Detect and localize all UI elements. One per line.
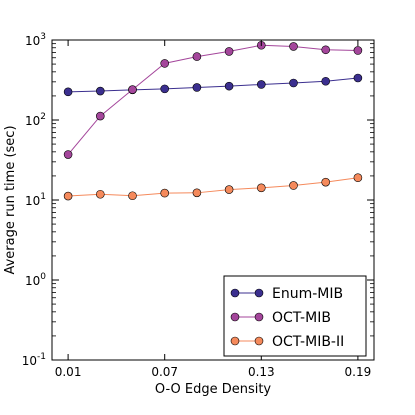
data-point [256, 80, 266, 89]
y-tick-label-base: 10 [25, 114, 40, 128]
x-tick-label: 0.01 [55, 365, 82, 379]
legend-label: OCT-MIB-II [272, 334, 344, 350]
y-axis-label: Average run time (sec) [3, 125, 18, 274]
y-tick-label-exponent: -1 [37, 352, 46, 362]
series-line-1 [67, 44, 358, 155]
y-tick-label: 10-1 [22, 352, 46, 368]
y-tick-label-exponent: 3 [40, 32, 46, 42]
legend-marker [254, 288, 264, 298]
data-point [63, 191, 73, 201]
legend-marker [230, 288, 240, 298]
series-layer [63, 40, 363, 201]
series-line-0 [68, 77, 358, 93]
data-point [128, 85, 137, 94]
data-point [160, 188, 169, 198]
legend: Enum-MIB OCT-MIB OCT-MIB-II [223, 275, 367, 357]
legend-box [223, 275, 367, 357]
x-tick-label: 0.19 [345, 365, 372, 379]
data-point [96, 189, 105, 199]
y-tick-label-base: 10 [25, 34, 40, 48]
y-tick-label-exponent: 1 [40, 192, 46, 202]
y-tick-label: 100 [25, 272, 46, 288]
data-point [353, 46, 363, 55]
data-point [192, 83, 202, 92]
data-point [256, 183, 266, 193]
data-point [353, 73, 363, 83]
data-point [353, 173, 363, 182]
legend-marker [230, 336, 240, 346]
legend-marker [254, 336, 264, 346]
data-point [289, 78, 298, 88]
data-point [96, 111, 105, 121]
data-point [128, 191, 137, 201]
legend-marker [254, 312, 264, 322]
data-point [63, 87, 73, 97]
data-point [224, 81, 234, 91]
data-point [224, 47, 234, 56]
y-tick-label-base: 10 [25, 194, 40, 208]
legend-marker [230, 312, 240, 322]
data-point [321, 177, 331, 187]
x-tick-label: 0.07 [151, 365, 178, 379]
data-point [289, 181, 298, 190]
data-point [224, 185, 234, 194]
data-point [192, 52, 202, 61]
y-tick-label: 102 [25, 112, 46, 128]
legend-label: OCT-MIB [272, 310, 331, 326]
y-tick-label-base: 10 [25, 274, 40, 288]
data-point [321, 45, 331, 55]
data-point [321, 76, 331, 86]
x-axis-label: O-O Edge Density [155, 382, 272, 397]
data-point [192, 188, 202, 198]
data-point [289, 42, 298, 51]
y-tick-label: 101 [25, 192, 46, 208]
data-point [160, 59, 169, 68]
series-line-2 [68, 177, 358, 197]
data-point [160, 84, 169, 94]
y-tick-label-exponent: 0 [40, 272, 46, 282]
legend-label: Enum-MIB [272, 286, 343, 302]
data-point [63, 150, 73, 159]
y-tick-label-base: 10 [22, 354, 37, 368]
y-tick-label: 103 [25, 32, 46, 48]
data-point [96, 86, 105, 96]
y-tick-label-exponent: 2 [40, 112, 46, 122]
x-tick-label: 0.13 [248, 365, 275, 379]
